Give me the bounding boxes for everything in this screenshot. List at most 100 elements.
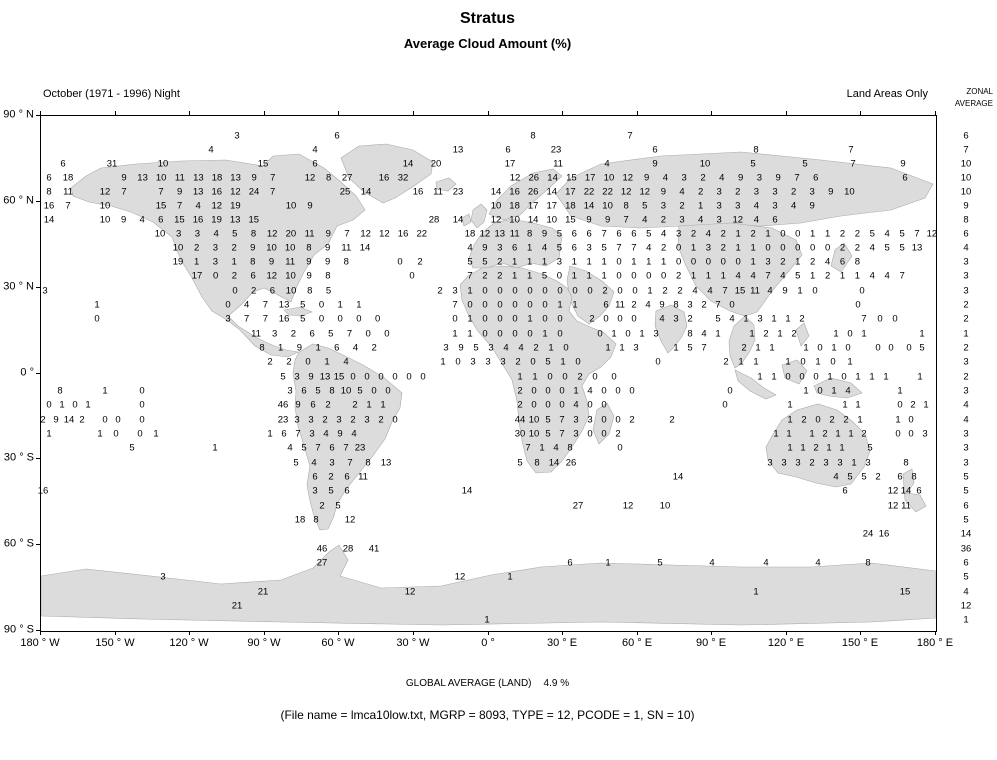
grid-value: 1 bbox=[917, 371, 923, 383]
grid-value: 6 bbox=[505, 144, 511, 156]
grid-value: 9 bbox=[659, 299, 665, 311]
grid-value: 10 bbox=[99, 214, 111, 226]
grid-value: 11 bbox=[63, 186, 73, 198]
grid-value: 1 bbox=[815, 356, 821, 368]
axis-tick bbox=[264, 631, 265, 635]
grid-value: 6 bbox=[309, 328, 315, 340]
grid-value: 2 bbox=[631, 299, 637, 311]
grid-value: 5 bbox=[847, 471, 853, 483]
grid-value: 12 bbox=[304, 172, 316, 184]
grid-value: 4 bbox=[780, 270, 786, 282]
grid-value: 1 bbox=[517, 371, 523, 383]
grid-value: 9 bbox=[324, 256, 331, 268]
grid-value: 16 bbox=[378, 172, 390, 184]
new-guinea-landmass bbox=[813, 377, 863, 399]
grid-value: 12 bbox=[454, 571, 466, 583]
grid-value: 3 bbox=[573, 428, 579, 440]
grid-value: 12 bbox=[887, 500, 899, 512]
grid-value: 10 bbox=[546, 214, 558, 226]
grid-value: 13 bbox=[380, 457, 392, 469]
east-asia-landmass bbox=[677, 222, 803, 317]
grid-value: 12 bbox=[926, 228, 938, 240]
grid-value: 0 bbox=[497, 313, 503, 325]
grid-value: 2 bbox=[497, 256, 503, 268]
grid-value: 6 bbox=[312, 471, 318, 483]
grid-value: 0 bbox=[906, 342, 912, 354]
grid-value: 8 bbox=[526, 228, 533, 240]
grid-value: 3 bbox=[294, 414, 300, 426]
grid-value: 3 bbox=[176, 228, 182, 240]
zonal-average-value: 3 bbox=[963, 256, 969, 268]
grid-value: 0 bbox=[625, 328, 631, 340]
grid-value: 3 bbox=[329, 457, 335, 469]
grid-value: 7 bbox=[262, 313, 269, 325]
grid-value: 26 bbox=[527, 186, 539, 198]
grid-value: 1 bbox=[847, 356, 853, 368]
grid-value: 1 bbox=[773, 428, 779, 440]
grid-value: 0 bbox=[213, 270, 219, 282]
grid-value: 1 bbox=[571, 256, 577, 268]
grid-value: 1 bbox=[795, 256, 801, 268]
grid-value: 15 bbox=[565, 214, 576, 226]
grid-value: 12 bbox=[379, 228, 390, 240]
grid-value: 10 bbox=[99, 200, 111, 212]
grid-value: 0 bbox=[601, 428, 607, 440]
grid-value: 7 bbox=[344, 228, 350, 240]
grid-value: 4 bbox=[311, 457, 317, 469]
grid-value: 2 bbox=[577, 371, 583, 383]
y-tick-label: 60 ° N bbox=[3, 194, 34, 207]
grid-value: 2 bbox=[839, 228, 846, 240]
grid-value: 7 bbox=[623, 214, 629, 226]
grid-value: 0 bbox=[232, 285, 238, 297]
grid-value: 4 bbox=[503, 342, 509, 354]
grid-value: 1 bbox=[769, 342, 775, 354]
grid-value: 10 bbox=[528, 428, 540, 440]
grid-value: 5 bbox=[802, 158, 808, 170]
grid-value: 9 bbox=[296, 342, 303, 354]
grid-value: 0 bbox=[527, 285, 533, 297]
grid-value: 1 bbox=[605, 557, 611, 569]
grid-value: 10 bbox=[157, 158, 169, 170]
grid-value: 5 bbox=[861, 471, 867, 483]
grid-value: 7 bbox=[715, 299, 721, 311]
grid-value: 1 bbox=[278, 342, 284, 354]
grid-value: 1 bbox=[571, 270, 577, 282]
grid-value: 5 bbox=[899, 242, 905, 254]
y-tick-label: 60 ° S bbox=[3, 537, 34, 550]
grid-value: 11 bbox=[553, 158, 563, 170]
grid-value: 4 bbox=[604, 158, 610, 170]
grid-value: 12 bbox=[490, 214, 502, 226]
zonal-average-value: 4 bbox=[963, 586, 969, 598]
grid-value: 6 bbox=[772, 214, 778, 226]
grid-value: 0 bbox=[780, 242, 786, 254]
grid-value: 5 bbox=[357, 385, 363, 397]
grid-value: 7 bbox=[914, 228, 920, 240]
grid-value: 24 bbox=[248, 186, 260, 198]
grid-value: 9 bbox=[775, 172, 781, 184]
grid-value: 5 bbox=[328, 485, 334, 497]
x-tick-label: 90 ° E bbox=[695, 637, 727, 649]
grid-value: 0 bbox=[102, 414, 108, 426]
axis-tick bbox=[36, 630, 40, 631]
grid-value: 4 bbox=[208, 144, 214, 156]
grid-value: 0 bbox=[557, 313, 563, 325]
grid-value: 18 bbox=[464, 228, 476, 240]
grid-value: 1 bbox=[855, 399, 861, 411]
grid-value: 1 bbox=[831, 385, 837, 397]
madagascar-landmass bbox=[592, 402, 615, 445]
grid-value: 0 bbox=[337, 313, 343, 325]
grid-value: 7 bbox=[850, 158, 856, 170]
grid-value: 4 bbox=[869, 242, 875, 254]
grid-value: 0 bbox=[617, 442, 623, 454]
grid-value: 17 bbox=[565, 186, 576, 198]
grid-value: 1 bbox=[512, 270, 518, 282]
grid-value: 1 bbox=[883, 371, 889, 383]
grid-value: 1 bbox=[212, 442, 218, 454]
grid-value: 8 bbox=[325, 270, 331, 282]
grid-value: 1 bbox=[753, 356, 759, 368]
grid-value: 1 bbox=[705, 270, 712, 282]
grid-value: 8 bbox=[250, 228, 257, 240]
grid-value: 2 bbox=[697, 186, 704, 198]
grid-value: 3 bbox=[312, 485, 318, 497]
